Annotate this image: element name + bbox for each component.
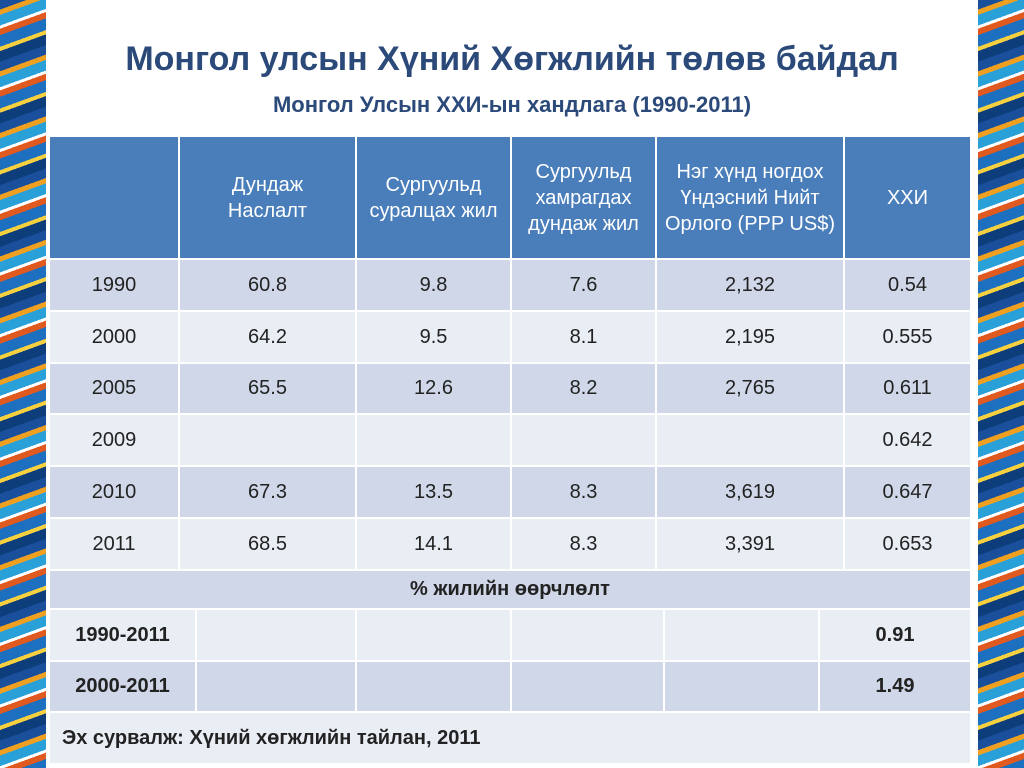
table-cell: 0.54: [845, 260, 972, 312]
table-cell: [657, 415, 845, 468]
change-cell: 1.49: [820, 661, 972, 713]
header-cell: [50, 137, 180, 260]
table-cell: 2,765: [657, 363, 845, 416]
change-cell: [512, 610, 665, 662]
table-cell: 3,391: [657, 519, 845, 571]
table-cell: 2009: [50, 415, 180, 468]
change-cell: [197, 661, 357, 713]
change-cell: 2000-2011: [50, 661, 197, 713]
table-cell: [512, 415, 657, 468]
header-cell: Дундаж Наслалт: [180, 137, 357, 260]
table-cell: 0.555: [845, 311, 972, 364]
table-cell: 8.2: [512, 363, 657, 416]
table-cell: 3,619: [657, 467, 845, 519]
header-cell: Сургуульд хамрагдах дундаж жил: [512, 137, 657, 260]
table-cell: 0.611: [845, 363, 972, 416]
table-cell: 2,195: [657, 311, 845, 364]
table-cell: 65.5: [180, 363, 357, 416]
title: Монгол улсын Хүний Хөгжлийн төлөв байдал: [125, 40, 899, 78]
change-cell: 1990-2011: [50, 610, 197, 662]
table-cell: 67.3: [180, 467, 357, 519]
table-cell: 2010: [50, 467, 180, 519]
table-cell: 0.642: [845, 415, 972, 468]
header-cell: ХХИ: [845, 137, 972, 260]
table-cell: [180, 415, 357, 468]
table-cell: 8.1: [512, 311, 657, 364]
table-cell: 60.8: [180, 260, 357, 312]
change-cell: [665, 610, 820, 662]
table-cell: 2000: [50, 311, 180, 364]
table-cell: 8.3: [512, 519, 657, 571]
decor-right: [978, 0, 1024, 768]
table-cell: 9.8: [357, 260, 512, 312]
change-cell: [197, 610, 357, 662]
table-cell: 12.6: [357, 363, 512, 416]
change-cell: [357, 610, 512, 662]
table-cell: 1990: [50, 260, 180, 312]
decor-left: [0, 0, 46, 768]
table-cell: 2005: [50, 363, 180, 416]
source-row: Эх сурвалж: Хүний хөгжлийн тайлан, 2011: [50, 713, 972, 765]
table-cell: 68.5: [180, 519, 357, 571]
table-cell: 0.647: [845, 467, 972, 519]
section-row: % жилийн өөрчлөлт: [50, 570, 972, 610]
table-cell: 2,132: [657, 260, 845, 312]
table-cell: 2011: [50, 519, 180, 571]
header-cell: Нэг хүнд ногдох Үндэсний Нийт Орлого (PP…: [657, 137, 845, 260]
table-cell: 0.653: [845, 519, 972, 571]
subtitle: Монгол Улсын ХХИ-ын хандлага (1990-2011): [272, 92, 752, 117]
table-cell: 7.6: [512, 260, 657, 312]
table-cell: 9.5: [357, 311, 512, 364]
change-cell: 0.91: [820, 610, 972, 662]
table-cell: 8.3: [512, 467, 657, 519]
header-cell: Сургуульд суралцах жил: [357, 137, 512, 260]
change-cell: [357, 661, 512, 713]
change-cell: [512, 661, 665, 713]
table-cell: 13.5: [357, 467, 512, 519]
table-cell: 14.1: [357, 519, 512, 571]
table-cell: 64.2: [180, 311, 357, 364]
change-cell: [665, 661, 820, 713]
table-cell: [357, 415, 512, 468]
